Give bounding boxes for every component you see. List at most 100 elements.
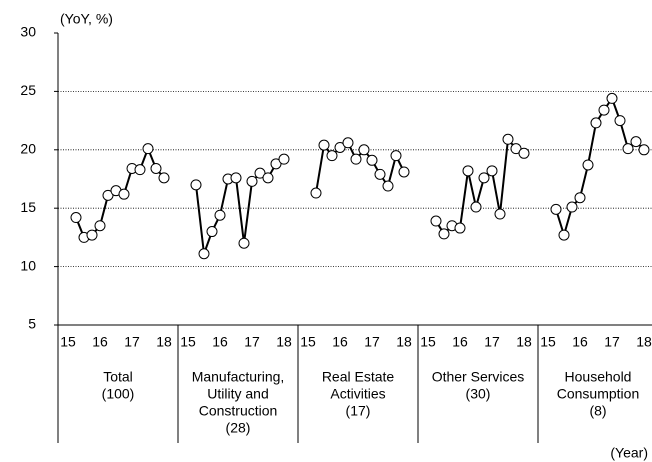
x-tick-label: 18 xyxy=(396,334,412,350)
point xyxy=(382,180,394,192)
point xyxy=(614,115,626,127)
point xyxy=(150,162,162,174)
x-tick-label: 16 xyxy=(332,334,348,350)
point xyxy=(350,153,362,165)
group-label: Household xyxy=(565,369,632,385)
point xyxy=(310,187,322,199)
group-label: Construction xyxy=(199,403,278,419)
point xyxy=(254,167,266,179)
x-tick-label: 18 xyxy=(516,334,532,350)
group-label: Utility and xyxy=(207,386,268,402)
x-tick-label: 18 xyxy=(636,334,652,350)
group-label: (17) xyxy=(346,403,371,419)
x-tick-label: 17 xyxy=(604,334,620,350)
y-axis-label: (YoY, %) xyxy=(60,11,113,27)
point xyxy=(230,172,242,184)
y-tick-label: 30 xyxy=(20,24,36,40)
y-tick-label: 5 xyxy=(28,316,36,332)
x-tick-label: 15 xyxy=(540,334,556,350)
point xyxy=(430,215,442,227)
group-label: (100) xyxy=(102,386,135,402)
point xyxy=(574,192,586,204)
group-label: Manufacturing, xyxy=(192,369,285,385)
point xyxy=(478,172,490,184)
point xyxy=(582,159,594,171)
x-tick-label: 18 xyxy=(156,334,172,350)
group-label: (30) xyxy=(466,386,491,402)
x-axis-label: (Year) xyxy=(610,445,648,461)
group-label: Other Services xyxy=(432,369,525,385)
point xyxy=(326,150,338,162)
x-tick-label: 15 xyxy=(180,334,196,350)
point xyxy=(502,133,514,145)
point xyxy=(94,220,106,232)
point xyxy=(630,136,642,148)
x-tick-label: 17 xyxy=(244,334,260,350)
x-tick-label: 15 xyxy=(60,334,76,350)
point xyxy=(558,229,570,241)
x-tick-label: 18 xyxy=(276,334,292,350)
series-line xyxy=(555,96,645,239)
point xyxy=(486,165,498,177)
point xyxy=(438,228,450,240)
point xyxy=(358,144,370,156)
point xyxy=(638,144,650,156)
point xyxy=(270,158,282,170)
point xyxy=(518,147,530,159)
point xyxy=(374,168,386,180)
point xyxy=(598,104,610,116)
y-tick-label: 20 xyxy=(20,141,36,157)
point xyxy=(454,222,466,234)
point xyxy=(366,154,378,166)
x-tick-label: 16 xyxy=(452,334,468,350)
point xyxy=(606,92,618,104)
point xyxy=(318,139,330,151)
point xyxy=(462,165,474,177)
x-tick-label: 16 xyxy=(572,334,588,350)
point xyxy=(214,209,226,221)
point xyxy=(494,208,506,220)
point xyxy=(566,201,578,213)
group-label: (28) xyxy=(226,420,251,436)
point xyxy=(590,117,602,129)
point xyxy=(390,150,402,162)
y-tick-label: 10 xyxy=(20,257,36,273)
group-label: (8) xyxy=(589,403,606,419)
point xyxy=(550,203,562,215)
group-label: Activities xyxy=(330,386,385,402)
point xyxy=(510,143,522,155)
point xyxy=(198,248,210,260)
x-tick-label: 17 xyxy=(364,334,380,350)
x-tick-label: 16 xyxy=(92,334,108,350)
x-tick-label: 17 xyxy=(484,334,500,350)
point xyxy=(86,229,98,241)
point xyxy=(246,175,258,187)
point xyxy=(278,153,290,165)
x-tick-label: 15 xyxy=(420,334,436,350)
point xyxy=(622,143,634,155)
series-line xyxy=(435,136,525,236)
y-tick-label: 25 xyxy=(20,82,36,98)
x-tick-label: 16 xyxy=(212,334,228,350)
x-tick-label: 17 xyxy=(124,334,140,350)
point xyxy=(238,237,250,249)
point xyxy=(134,164,146,176)
group-label: Consumption xyxy=(557,386,640,402)
group-label: Total xyxy=(103,369,133,385)
y-tick-label: 15 xyxy=(20,199,36,215)
point xyxy=(262,172,274,184)
point xyxy=(342,137,354,149)
x-tick-label: 15 xyxy=(300,334,316,350)
point xyxy=(102,189,114,201)
point xyxy=(206,226,218,238)
group-label: Real Estate xyxy=(322,369,395,385)
point xyxy=(398,166,410,178)
point xyxy=(158,172,170,184)
point xyxy=(334,141,346,153)
point xyxy=(470,201,482,213)
point xyxy=(70,212,82,224)
point xyxy=(142,143,154,155)
point xyxy=(190,179,202,191)
point xyxy=(118,188,130,200)
